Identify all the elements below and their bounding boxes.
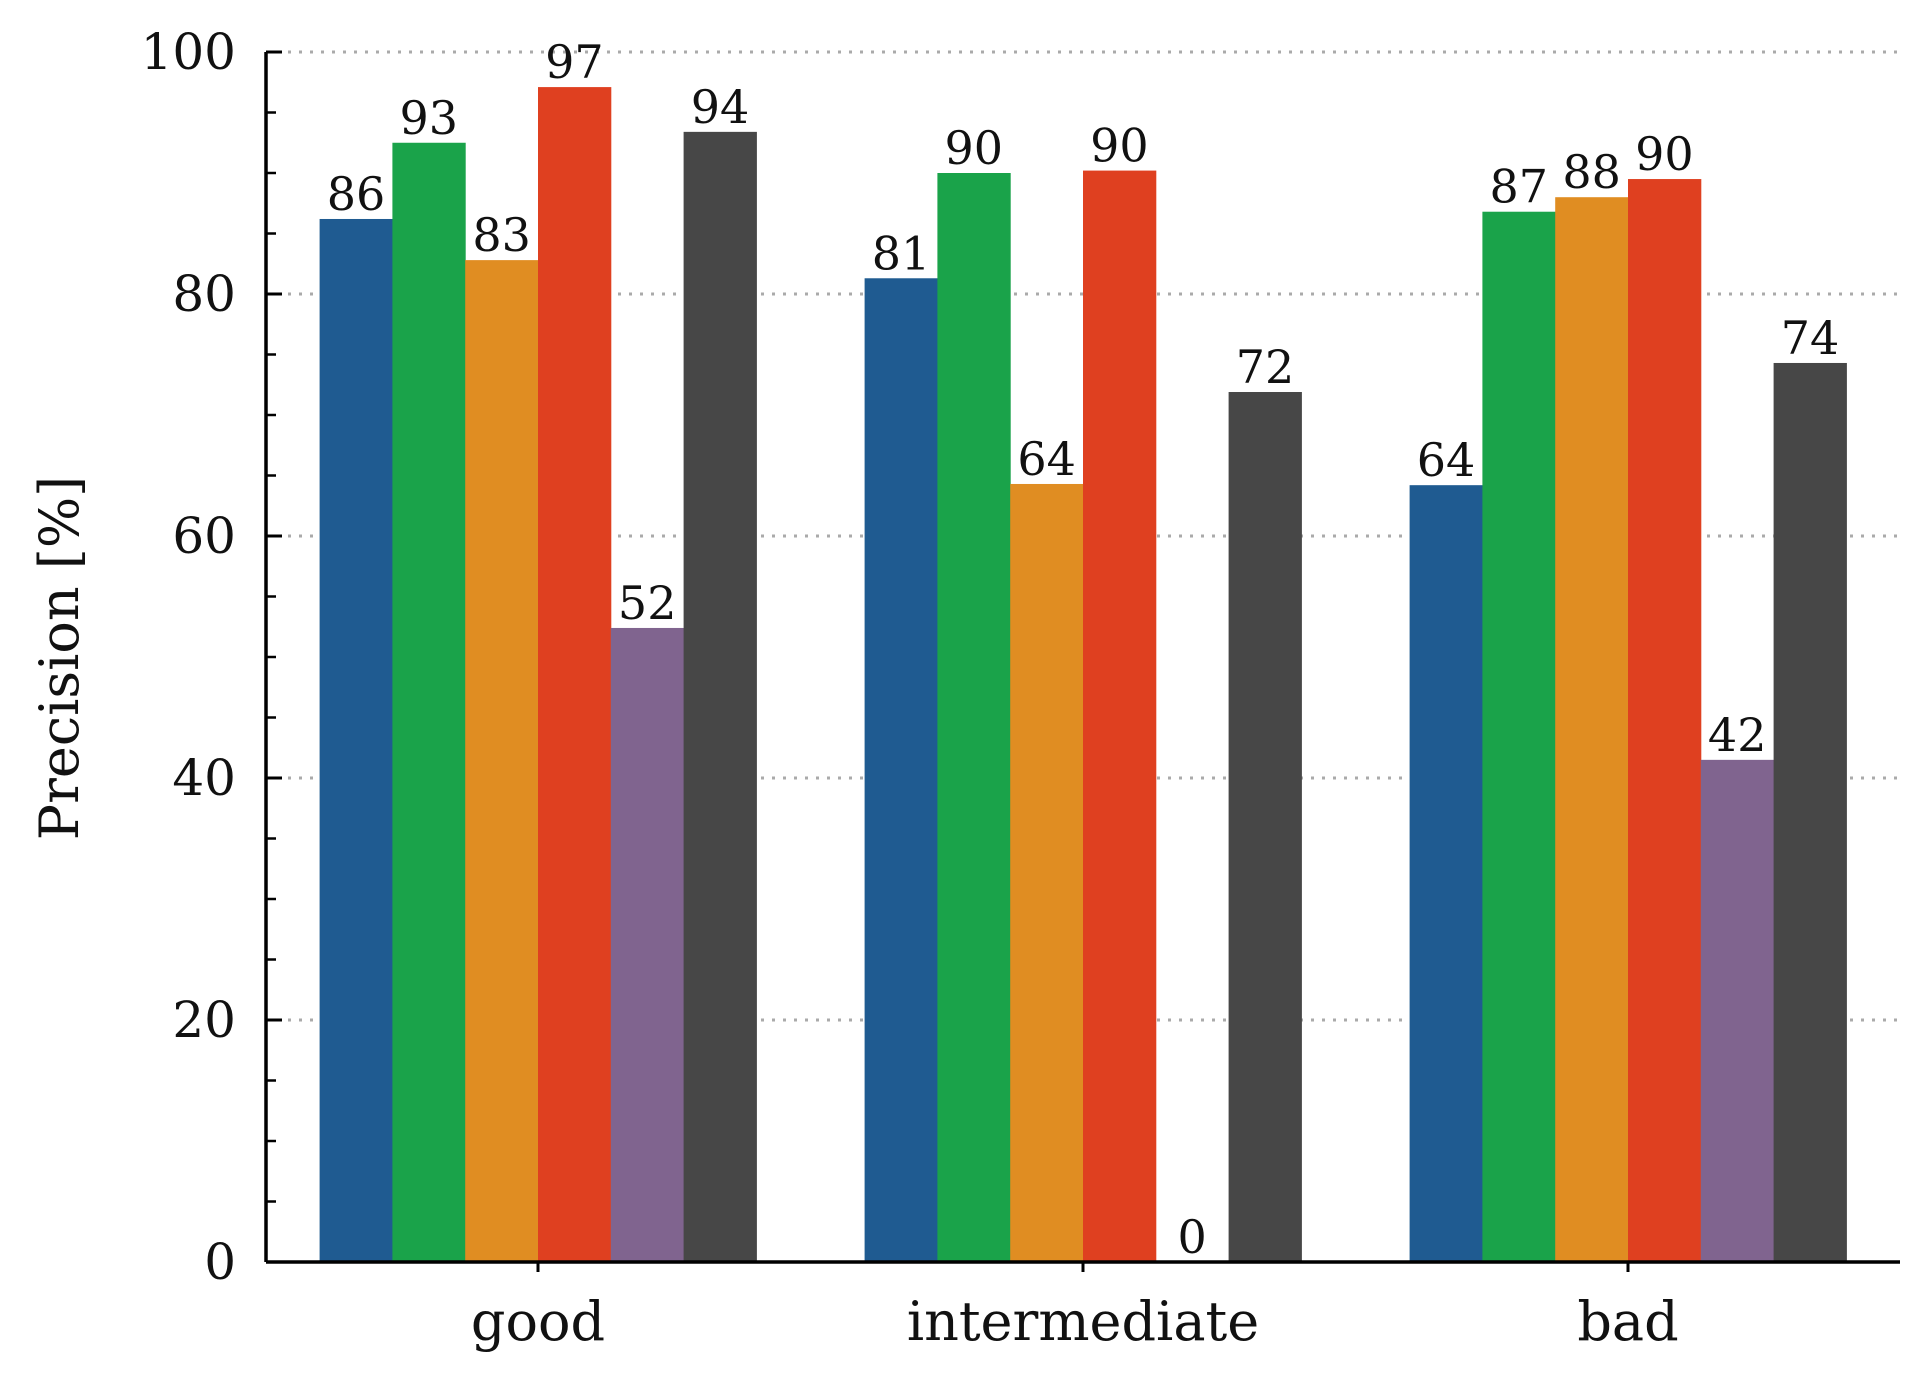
- value-label: 86: [327, 167, 386, 221]
- y-tick-label: 100: [141, 23, 236, 81]
- value-label: 83: [472, 208, 531, 262]
- value-labels: 86 93 83 97 52 94 81 90 64 90 0 72 64 87 88 90 42 74: [327, 35, 1840, 1264]
- y-ticks: 0 20 40 60 80 100: [141, 23, 282, 1291]
- bar-good-series-5: [610, 627, 685, 1262]
- value-label: 81: [872, 226, 931, 280]
- category-label: bad: [1577, 1290, 1678, 1353]
- bar-bad-series-3: [1555, 197, 1629, 1263]
- y-tick-label: 80: [172, 265, 236, 323]
- bar-good-series-1: [319, 218, 393, 1263]
- y-tick-label: 20: [172, 991, 236, 1049]
- value-label: 64: [1417, 433, 1476, 487]
- value-label: 72: [1236, 340, 1295, 394]
- value-label: 87: [1490, 160, 1549, 214]
- y-tick-label: 40: [172, 749, 236, 807]
- category-label: good: [471, 1290, 605, 1353]
- bar-bad-series-5: [1700, 759, 1775, 1262]
- y-tick-label: 60: [172, 507, 236, 565]
- category-labels: good intermediate bad: [471, 1262, 1679, 1353]
- value-label: 94: [691, 80, 750, 134]
- bar-good-series-3: [465, 260, 539, 1262]
- value-label: 97: [545, 35, 604, 89]
- value-label: 64: [1017, 432, 1076, 486]
- bars: [319, 87, 1847, 1263]
- bar-intermediate-series-4: [1083, 170, 1157, 1263]
- value-label: 93: [400, 91, 459, 145]
- bar-bad-series-6: [1773, 362, 1847, 1263]
- y-tick-label: 0: [204, 1233, 236, 1291]
- value-label: 0: [1178, 1210, 1207, 1264]
- bar-intermediate-series-2: [937, 173, 1011, 1262]
- bar-bad-series-4: [1628, 179, 1702, 1262]
- bar-intermediate-series-3: [1010, 483, 1084, 1263]
- category-label: intermediate: [907, 1290, 1259, 1353]
- value-label: 74: [1781, 311, 1840, 365]
- value-label: 90: [1090, 119, 1149, 173]
- value-label: 52: [618, 576, 677, 630]
- value-label: 88: [1562, 145, 1621, 199]
- bar-good-series-6: [683, 131, 757, 1263]
- bar-good-series-2: [392, 142, 466, 1262]
- bar-bad-series-1: [1409, 485, 1483, 1262]
- bar-intermediate-series-1: [864, 278, 938, 1262]
- bar-bad-series-2: [1482, 211, 1556, 1263]
- value-label: 90: [945, 121, 1004, 175]
- y-axis-label: Precision [%]: [28, 476, 91, 841]
- value-label: 42: [1708, 708, 1767, 762]
- bar-intermediate-series-6: [1228, 392, 1302, 1262]
- value-label: 90: [1635, 127, 1694, 181]
- bar-good-series-4: [538, 87, 612, 1263]
